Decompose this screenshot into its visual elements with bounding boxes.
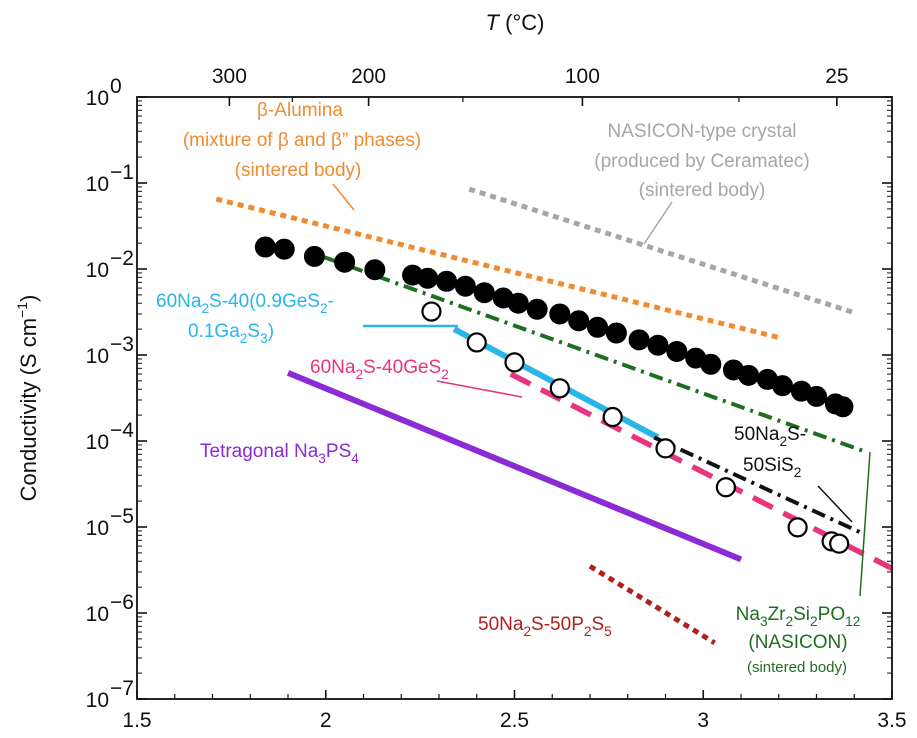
label-beta-alumina-3: (sintered body): [235, 160, 362, 181]
x-tick-label: 2.5: [500, 709, 529, 732]
marker-filled_circles: [700, 353, 722, 375]
top-axis-title: T (°C): [486, 10, 545, 35]
y-tick-exponent: −6: [110, 591, 134, 614]
marker-filled_circles: [806, 385, 827, 407]
marker-open_circles: [787, 517, 808, 538]
marker-filled_circles: [738, 364, 760, 386]
series-line-tetragonal_na3ps4: [286, 370, 743, 563]
marker-open_circles: [421, 301, 442, 322]
top-tick-label: 300: [212, 65, 247, 88]
y-tick-exponent: −4: [110, 419, 134, 442]
label-nasicon-3: (sintered body): [747, 659, 847, 676]
leader-nasicon-crystal: [643, 201, 673, 245]
leader-nasicon: [859, 451, 871, 597]
label-ge-ga: 60Na2S-40(0.9GeS2-: [156, 291, 334, 316]
label-nasicon-crystal: NASICON-type crystal: [608, 121, 797, 142]
label-nasicon-2: (NASICON): [748, 632, 847, 653]
x-tick-label: 2: [320, 709, 332, 732]
marker-open_circles: [549, 378, 570, 399]
marker-filled_circles: [605, 322, 627, 344]
marker-filled_circles: [473, 282, 495, 304]
marker-filled_circles: [507, 292, 529, 314]
marker-open_circles: [466, 332, 487, 353]
series-line-nasicon_ceramatec: [468, 186, 856, 316]
label-na2s-sis2-2: 50SiS2: [743, 455, 801, 480]
label-na2s-ges2: 60Na2S-40GeS2: [310, 357, 449, 382]
labels-layer: β-Alumina (mixture of β and β” phases) (si…: [156, 100, 871, 676]
marker-filled_circles: [666, 340, 688, 362]
markers-layer: [254, 236, 854, 554]
y-tick-label: 10: [86, 431, 109, 454]
y-tick-exponent: −1: [110, 161, 134, 184]
y-axis-title: Conductivity (S cm−1): [14, 295, 41, 502]
leader-na2s-ges2: [436, 380, 523, 398]
marker-filled_circles: [832, 396, 854, 418]
y-tick-label: 10: [86, 517, 109, 540]
marker-filled_circles: [436, 270, 458, 292]
top-tick-label: 200: [351, 65, 386, 88]
marker-open_circles: [655, 438, 676, 459]
label-nasicon-crystal-2: (produced by Ceramatec): [594, 151, 809, 172]
label-na3ps4: Tetragonal Na3PS4: [200, 441, 359, 466]
series-line-nasicon_na3zr2si2po12: [321, 254, 867, 454]
y-tick-exponent: 0: [110, 75, 122, 98]
marker-filled_circles: [647, 334, 669, 356]
top-tick-label: 25: [825, 65, 848, 88]
series-line-na2s_sis2: [653, 435, 863, 535]
marker-open_circles: [602, 406, 623, 428]
y-tick-exponent: −7: [110, 677, 134, 700]
marker-filled_circles: [254, 236, 276, 258]
marker-filled_circles: [568, 310, 590, 332]
marker-open_circles: [504, 352, 525, 373]
y-tick-label: 10: [86, 259, 109, 282]
y-tick-exponent: −3: [110, 333, 134, 356]
marker-filled_circles: [273, 238, 295, 260]
marker-filled_circles: [772, 375, 794, 397]
marker-filled_circles: [454, 275, 476, 297]
label-na2s-sis2: 50Na2S-: [734, 424, 806, 449]
y-tick-label: 10: [86, 87, 109, 110]
series-line-beta_alumina: [215, 196, 780, 340]
y-tick-label: 10: [86, 173, 109, 196]
top-tick-label: 100: [565, 65, 600, 88]
series-line-na2s_p2s5: [588, 564, 716, 645]
x-tick-label: 1.5: [122, 709, 151, 732]
marker-filled_circles: [364, 259, 386, 281]
marker-filled_circles: [334, 251, 356, 273]
x-tick-label: 3: [697, 709, 709, 732]
label-nasicon-crystal-3: (sintered body): [639, 180, 766, 201]
marker-filled_circles: [303, 245, 325, 267]
plot-frame: [136, 96, 893, 700]
marker-filled_circles: [526, 298, 548, 320]
marker-filled_circles: [417, 267, 439, 289]
y-tick-exponent: −2: [110, 247, 134, 270]
marker-open_circles: [715, 477, 737, 498]
leader-na2s-sis2: [817, 485, 853, 523]
y-tick-label: 10: [86, 345, 109, 368]
label-na2s-p2s5: 50Na2S-50P2S5: [478, 614, 612, 639]
leader-beta-alumina: [332, 183, 355, 211]
marker-filled_circles: [628, 329, 650, 351]
label-beta-alumina: β-Alumina: [257, 100, 343, 121]
marker-open_circles: [829, 533, 850, 554]
x-tick-label: 3.5: [877, 709, 906, 732]
y-tick-exponent: −5: [110, 505, 134, 528]
y-tick-label: 10: [86, 603, 109, 626]
marker-filled_circles: [549, 303, 571, 325]
label-beta-alumina-2: (mixture of β and β” phases): [183, 130, 421, 151]
marker-filled_circles: [587, 316, 609, 338]
label-nasicon: Na3Zr2Si2PO12: [736, 604, 861, 629]
label-ge-ga-2: 0.1Ga2S3): [188, 321, 274, 346]
y-tick-label: 10: [86, 689, 109, 712]
